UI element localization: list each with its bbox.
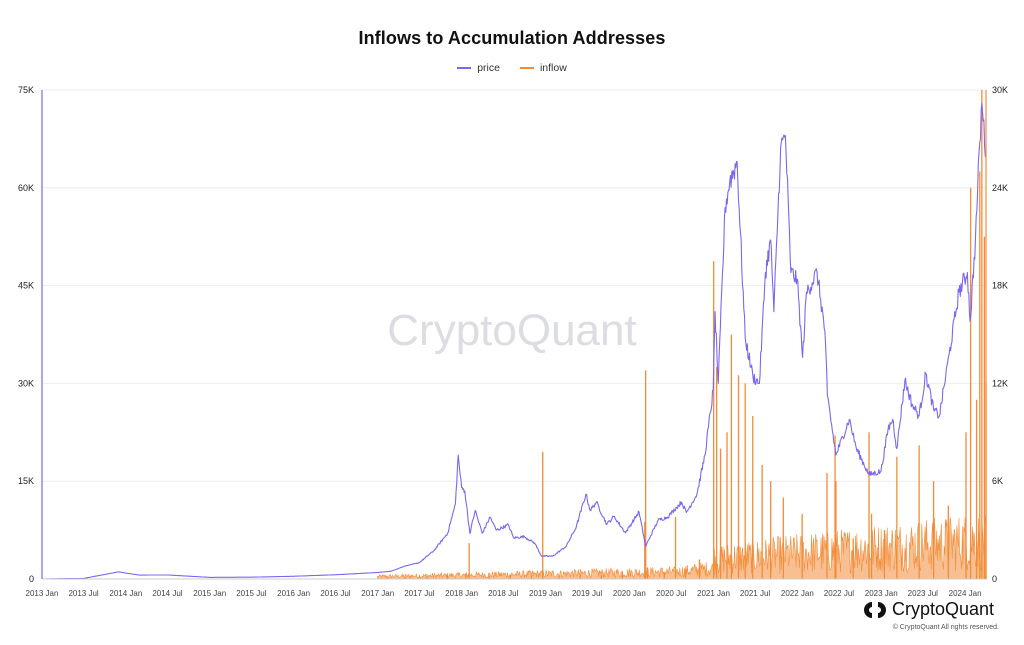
x-tick-label: 2023 Jul [908, 589, 938, 598]
y-left-tick-label: 30K [18, 378, 34, 388]
legend-label-inflow: inflow [539, 62, 567, 74]
x-tick-label: 2017 Jul [404, 589, 434, 598]
brand-logo: CryptoQuant [864, 599, 994, 620]
x-tick-label: 2015 Jan [193, 589, 226, 598]
x-tick-label: 2015 Jul [236, 589, 266, 598]
legend: price inflow [0, 62, 1024, 74]
y-left-tick-label: 60K [18, 183, 34, 193]
x-tick-label: 2018 Jul [488, 589, 518, 598]
y-right-tick-label: 30K [992, 85, 1008, 95]
legend-swatch-price [457, 67, 472, 69]
y-right-tick-label: 0 [992, 574, 997, 584]
legend-label-price: price [477, 62, 500, 74]
y-left-tick-label: 0 [29, 574, 34, 584]
x-tick-label: 2022 Jan [781, 589, 814, 598]
y-right-tick-label: 6K [992, 476, 1003, 486]
price-series [45, 102, 987, 580]
chart-title: Inflows to Accumulation Addresses [358, 28, 666, 48]
x-tick-label: 2016 Jul [320, 589, 350, 598]
y-left-tick-label: 45K [18, 281, 34, 291]
x-tick-label: 2020 Jul [656, 589, 686, 598]
x-tick-label: 2013 Jul [68, 589, 98, 598]
inflow-area [377, 510, 987, 580]
y-left-tick-label: 15K [18, 476, 34, 486]
x-tick-label: 2018 Jan [445, 589, 478, 598]
y-right-tick-label: 18K [992, 281, 1008, 291]
x-tick-label: 2014 Jan [109, 589, 142, 598]
brand-name: CryptoQuant [892, 599, 995, 619]
x-tick-label: 2021 Jul [740, 589, 770, 598]
copyright-text: © CryptoQuant All rights reserved. [892, 624, 999, 631]
x-tick-label: 2019 Jan [529, 589, 562, 598]
x-tick-label: 2022 Jul [824, 589, 854, 598]
x-tick-label: 2024 Jan [949, 589, 982, 598]
axes: 0 15K 30K 45K 60K 75K 0 6K 12K 18K 24K 30K 2013 Jan 2… [18, 85, 1008, 598]
inflow-series [377, 90, 987, 580]
x-tick-label: 2020 Jan [613, 589, 646, 598]
y-right-tick-label: 24K [992, 183, 1008, 193]
y-left-tick-label: 75K [18, 85, 34, 95]
x-tick-label: 2017 Jan [361, 589, 394, 598]
watermark: CryptoQuant [387, 306, 636, 355]
legend-item-inflow[interactable]: inflow [519, 62, 567, 74]
y-right-tick-label: 12K [992, 378, 1008, 388]
x-tick-label: 2013 Jan [26, 589, 59, 598]
legend-swatch-inflow [519, 67, 534, 69]
x-tick-label: 2019 Jul [572, 589, 602, 598]
grid [42, 89, 986, 482]
x-tick-label: 2014 Jul [152, 589, 182, 598]
x-tick-label: 2021 Jan [697, 589, 730, 598]
cryptoquant-logo-icon [864, 601, 886, 618]
x-tick-label: 2016 Jan [277, 589, 310, 598]
legend-item-price[interactable]: price [457, 62, 500, 74]
x-tick-label: 2023 Jan [865, 589, 898, 598]
price-line [45, 102, 987, 580]
